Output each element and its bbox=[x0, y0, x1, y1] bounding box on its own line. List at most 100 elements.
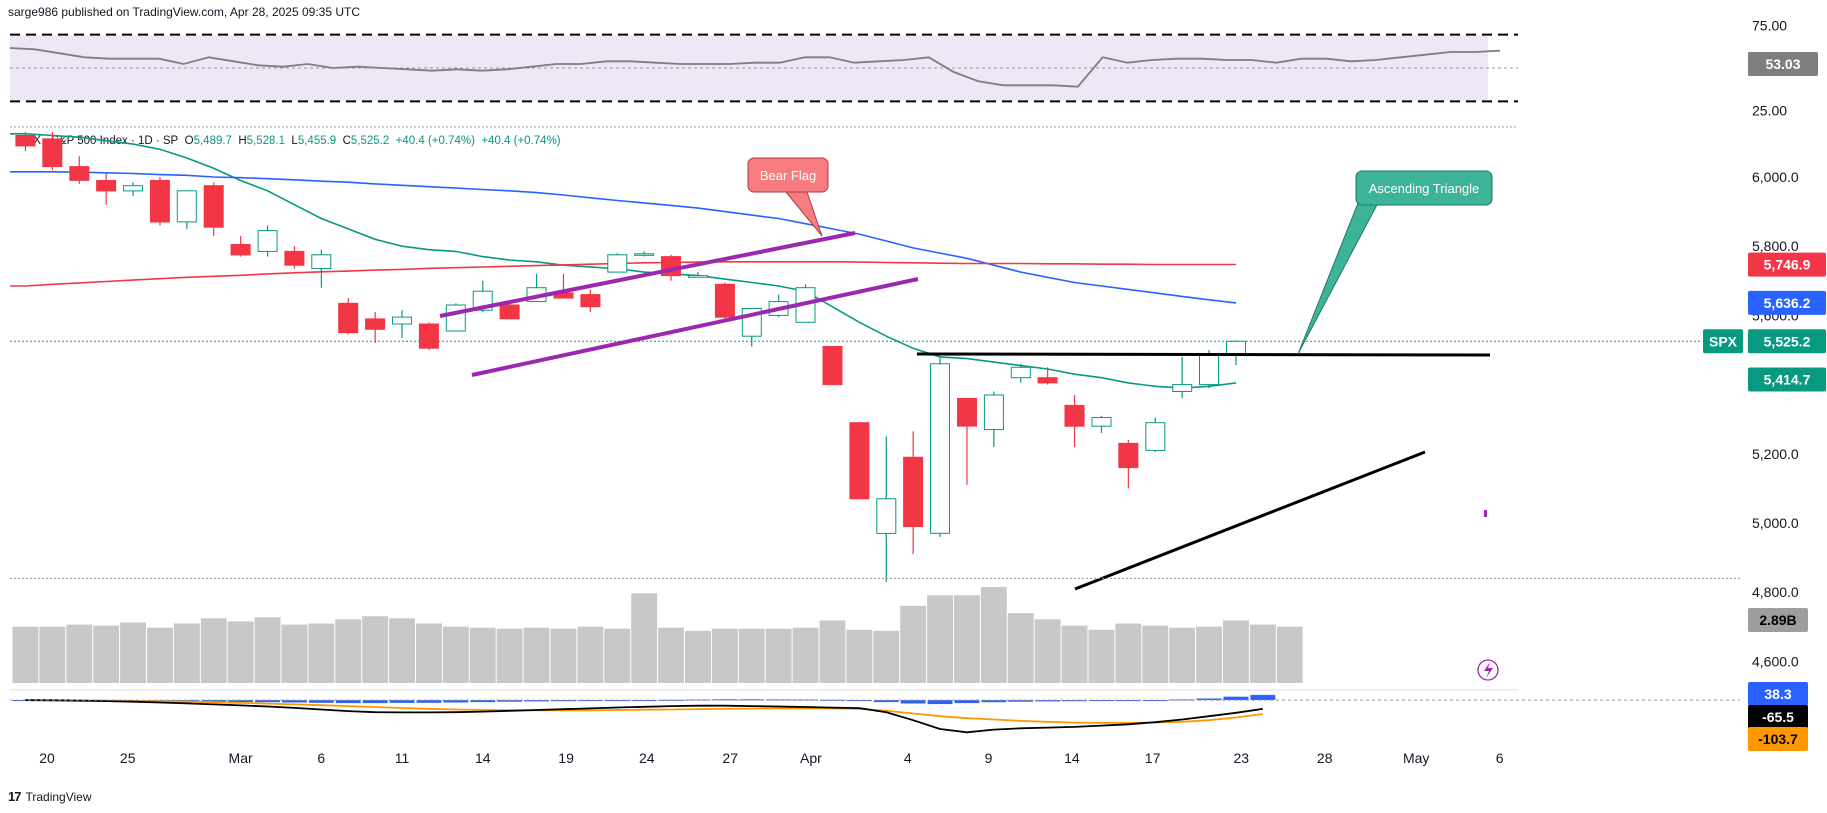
x-tick-label: 11 bbox=[395, 750, 410, 766]
volume-bar bbox=[900, 605, 927, 683]
low-label: L bbox=[291, 135, 298, 147]
volume-bar bbox=[685, 630, 711, 683]
volume-bar bbox=[738, 628, 765, 683]
volume-bar bbox=[227, 621, 254, 683]
triangle-support-line bbox=[1074, 450, 1426, 591]
volume-bar bbox=[308, 623, 335, 683]
volume-bar bbox=[658, 627, 684, 683]
tag-text: -65.5 bbox=[1762, 709, 1794, 725]
publish-info: sarge986 published on TradingView.com, A… bbox=[8, 5, 361, 19]
triangle-pointer bbox=[1297, 202, 1379, 355]
volume-bar bbox=[954, 595, 980, 683]
bear-flag-lower-line bbox=[471, 277, 919, 377]
volume-bar bbox=[12, 626, 39, 683]
volume-bar bbox=[39, 626, 66, 683]
candle-body bbox=[392, 316, 412, 325]
y-tick-label: 6,000.0 bbox=[1752, 169, 1799, 185]
tag-bg bbox=[1748, 727, 1808, 751]
change-value: +40.4 (+0.74%) bbox=[395, 135, 475, 147]
candle bbox=[96, 173, 117, 205]
macd-histogram-bar bbox=[1089, 700, 1114, 702]
y-tick-label: 5,800.0 bbox=[1752, 238, 1799, 254]
candle-body bbox=[849, 422, 870, 500]
macd-histogram-bar bbox=[793, 699, 818, 701]
volume-bar bbox=[120, 622, 146, 683]
macd-histogram-bar bbox=[497, 700, 523, 702]
candle bbox=[1199, 350, 1219, 389]
tradingview-logo-icon: 17 bbox=[8, 789, 22, 804]
candle bbox=[365, 311, 386, 344]
macd-line-tag: -65.5 bbox=[1748, 705, 1808, 729]
candle bbox=[1091, 415, 1112, 434]
volume-bar bbox=[819, 620, 846, 683]
candle bbox=[418, 322, 439, 350]
bear-flag-upper-line bbox=[439, 231, 856, 318]
macd-histogram-bar bbox=[631, 700, 657, 702]
ma-line-ma50 bbox=[10, 171, 1237, 304]
candle-body bbox=[69, 166, 90, 181]
y-tick-label: 4,800.0 bbox=[1752, 584, 1799, 600]
tradingview-brand[interactable]: 17 TradingView bbox=[8, 789, 92, 804]
candle bbox=[1037, 367, 1058, 385]
macd-histogram-bar bbox=[255, 700, 280, 703]
candle bbox=[876, 436, 897, 582]
x-tick-label: 9 bbox=[985, 750, 993, 766]
open-value: 5,489.7 bbox=[193, 135, 232, 147]
macd-histogram-bar bbox=[981, 700, 1007, 703]
candle bbox=[607, 253, 628, 273]
candle-body bbox=[930, 363, 950, 534]
macd-signal-tag: -103.7 bbox=[1748, 727, 1808, 751]
rsi-line bbox=[9, 47, 1501, 88]
candle bbox=[1118, 439, 1139, 489]
x-tick-label: 14 bbox=[475, 750, 491, 766]
x-tick-label: 27 bbox=[722, 750, 738, 766]
candle-body bbox=[714, 283, 735, 318]
macd-histogram-bar bbox=[685, 699, 711, 701]
volume-bar bbox=[1142, 625, 1169, 683]
candle-body bbox=[957, 397, 977, 427]
rsi-tick-label: 75.00 bbox=[1752, 18, 1787, 34]
macd-histogram-bar bbox=[416, 700, 442, 703]
candle-body bbox=[876, 498, 897, 534]
volume-bar bbox=[496, 628, 523, 683]
volume-bar bbox=[93, 625, 120, 683]
candle bbox=[15, 132, 36, 152]
marker-dot bbox=[1484, 510, 1487, 517]
ascending-triangle-label: Ascending Triangle bbox=[1369, 181, 1480, 196]
change-value-2: +40.4 (+0.74%) bbox=[481, 135, 561, 147]
volume-bar bbox=[631, 593, 658, 683]
chart-canvas[interactable]: Bear Flag Ascending Triangle 20 25 Mar 6 11 14… bbox=[0, 0, 1827, 790]
candle bbox=[284, 246, 305, 269]
drawings[interactable]: Bear Flag Ascending Triangle bbox=[439, 157, 1493, 591]
tag-text: 5,414.7 bbox=[1764, 372, 1811, 388]
x-tick-label: 6 bbox=[317, 750, 325, 766]
price-tag-ma200: 5,746.9 bbox=[1748, 252, 1826, 277]
macd-histogram-bar bbox=[443, 700, 469, 703]
tag-bg bbox=[1748, 705, 1808, 729]
volume-bar bbox=[147, 627, 173, 683]
candle bbox=[634, 251, 655, 257]
candle bbox=[257, 225, 278, 257]
macd-histogram-bar bbox=[873, 700, 899, 703]
macd-histogram-bar bbox=[927, 700, 953, 705]
macd-histogram-bar bbox=[228, 700, 254, 703]
candle bbox=[392, 310, 412, 338]
y-tick-label: 5,000.0 bbox=[1752, 515, 1799, 531]
tag-text: 53.03 bbox=[1765, 56, 1800, 72]
x-tick-label: May bbox=[1403, 750, 1429, 766]
volume-bar bbox=[927, 595, 953, 683]
candle-body bbox=[203, 185, 224, 228]
candle-body bbox=[1172, 384, 1193, 393]
bear-flag-pointer bbox=[784, 191, 823, 237]
triangle-resistance-line bbox=[916, 352, 1491, 357]
candle bbox=[1172, 356, 1193, 399]
candle-body bbox=[123, 185, 143, 192]
candle bbox=[1145, 417, 1166, 453]
tag-text: -103.7 bbox=[1758, 731, 1798, 747]
candles[interactable] bbox=[15, 132, 1246, 582]
macd-histogram-bar bbox=[900, 700, 926, 704]
volume-bar bbox=[792, 627, 819, 683]
tag-text: 38.3 bbox=[1764, 686, 1791, 702]
volume-bar bbox=[469, 627, 496, 683]
volume-bar bbox=[66, 624, 93, 683]
